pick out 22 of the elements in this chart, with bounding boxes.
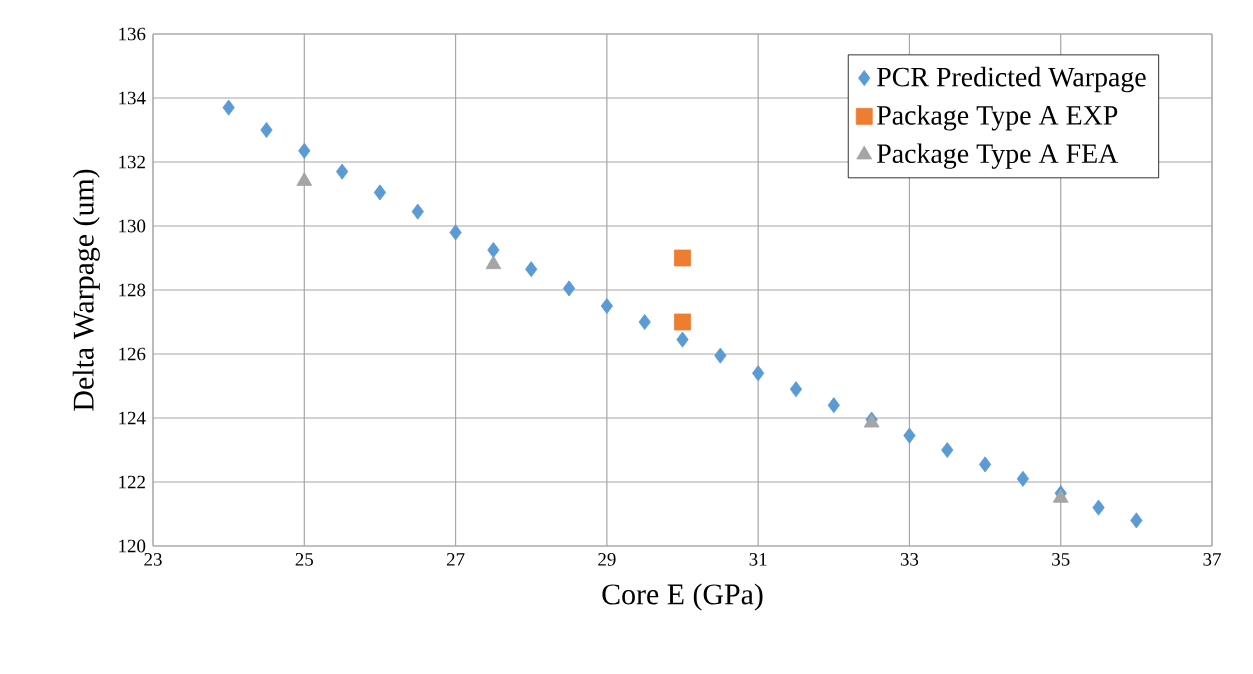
- y-tick-label: 136: [119, 27, 146, 41]
- y-tick-label: 122: [119, 475, 145, 489]
- legend-label: Package Type A EXP: [877, 105, 1118, 131]
- x-tick-label: 33: [900, 553, 919, 566]
- y-tick-label: 132: [119, 155, 145, 169]
- x-tick-label: 29: [598, 553, 616, 566]
- y-tick-label: 128: [119, 283, 146, 297]
- x-tick-label: 31: [749, 553, 767, 566]
- y-tick-label: 120: [119, 539, 146, 553]
- x-tick-label: 27: [446, 553, 465, 566]
- y-tick-label: 130: [119, 219, 146, 233]
- x-tick-label: 25: [295, 553, 314, 566]
- legend-label: Package Type A FEA: [877, 143, 1119, 169]
- y-axis-title: Delta Warpage (um): [72, 169, 100, 411]
- x-tick-label: 35: [1052, 553, 1070, 566]
- y-tick-label: 126: [119, 347, 146, 361]
- legend-label: PCR Predicted Warpage: [877, 66, 1146, 93]
- x-tick-label: 37: [1203, 553, 1221, 566]
- y-tick-label: 124: [119, 411, 146, 425]
- x-tick-label: 23: [144, 553, 162, 566]
- y-tick-label: 134: [119, 91, 146, 105]
- x-axis-title: Core E (GPa): [602, 583, 763, 611]
